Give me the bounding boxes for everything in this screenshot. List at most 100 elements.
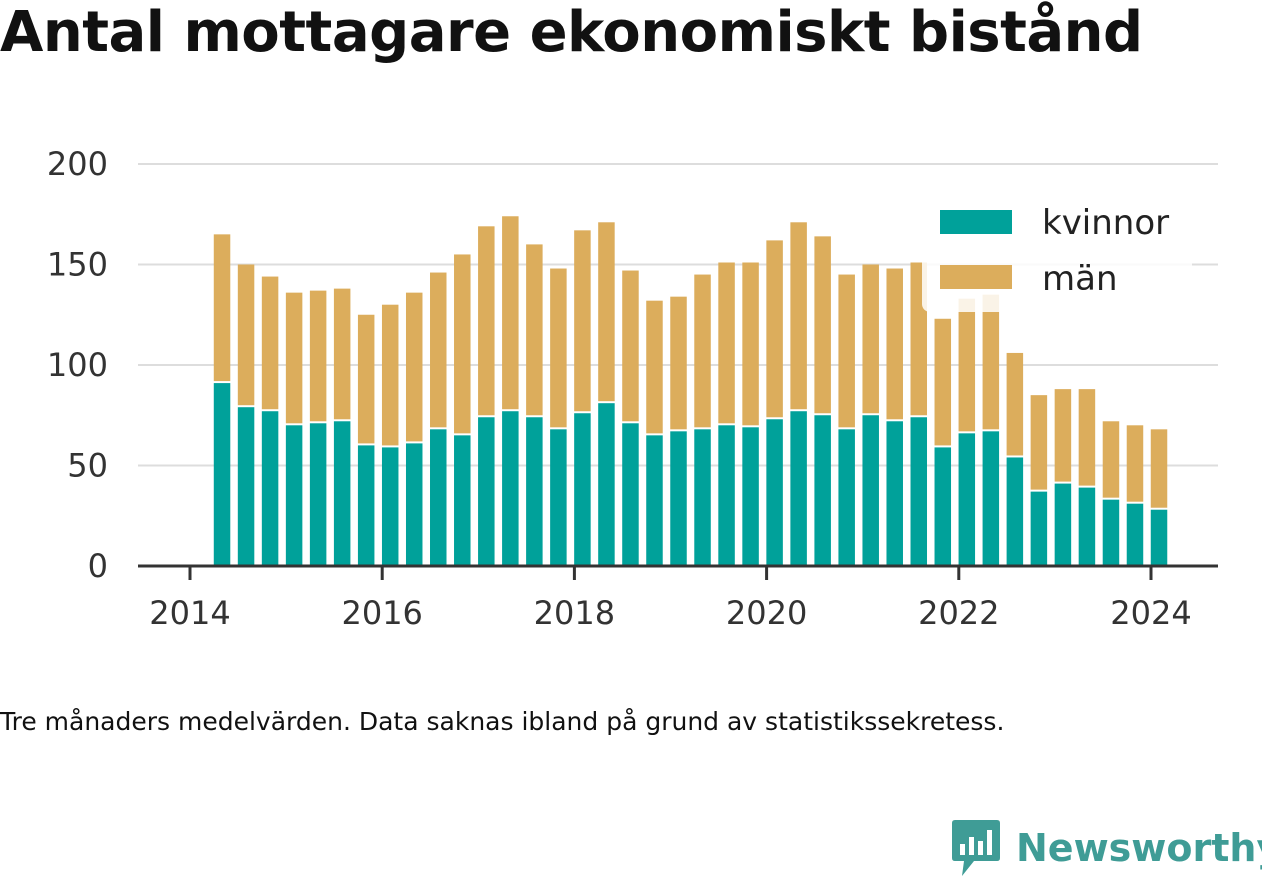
bar-kvinnor-2020-05	[790, 411, 807, 566]
y-axis-tick-labels: 0 50 100 150 200	[47, 145, 108, 585]
bar-man-2015-02	[285, 292, 303, 424]
bar-kvinnor-2023-11	[1126, 503, 1144, 566]
x-tick-label-2022: 2022	[918, 594, 999, 632]
bar-man-2023-08	[1102, 421, 1120, 498]
bar-man-2018-08	[622, 270, 639, 422]
bar-kvinnor-2019-08	[718, 425, 735, 566]
bar-man-2020-11	[838, 274, 855, 428]
y-tick-label-0: 0	[88, 547, 108, 585]
bar-kvinnor-2014-05	[213, 383, 231, 566]
bar-man-2015-11	[357, 314, 375, 444]
bar-kvinnor-2019-11	[742, 427, 759, 566]
bar-man-2017-02	[478, 226, 495, 416]
bar-man-2018-02	[574, 230, 591, 412]
bar-man-2015-08	[333, 288, 351, 420]
bar-man-2016-02	[381, 304, 399, 446]
bar-man-2022-11	[1030, 395, 1048, 490]
bar-kvinnor-2016-08	[430, 429, 447, 566]
bar-kvinnor-2017-05	[502, 411, 519, 566]
bars	[213, 216, 1168, 566]
brand-name: Newsworthy	[1016, 826, 1262, 870]
bar-kvinnor-2016-02	[381, 447, 399, 566]
bar-kvinnor-2018-02	[574, 413, 591, 566]
bar-kvinnor-2017-11	[550, 429, 567, 566]
bar-man-2019-02	[670, 296, 687, 430]
bar-kvinnor-2015-11	[357, 445, 375, 566]
legend: kvinnor män	[922, 190, 1192, 312]
x-tick-label-2018: 2018	[534, 594, 615, 632]
legend-label-kvinnor: kvinnor	[1042, 203, 1169, 243]
bar-kvinnor-2021-08	[910, 417, 928, 566]
y-tick-label-150: 150	[47, 246, 108, 284]
bar-man-2021-05	[886, 268, 903, 420]
bar-man-2016-11	[454, 254, 471, 434]
bar-man-2019-05	[694, 274, 711, 428]
bar-man-2023-05	[1078, 389, 1096, 486]
bar-kvinnor-2020-11	[838, 429, 855, 566]
chart-caption: Tre månaders medelvärden. Data saknas ib…	[0, 707, 1005, 736]
bar-kvinnor-2020-08	[814, 415, 831, 566]
y-tick-label-200: 200	[47, 145, 108, 183]
y-tick-label-100: 100	[47, 346, 108, 384]
bar-man-2022-08	[1006, 352, 1024, 456]
bar-man-2015-05	[309, 290, 327, 422]
bar-man-2021-11	[934, 318, 952, 446]
bar-kvinnor-2020-02	[766, 419, 783, 566]
x-tick-label-2016: 2016	[341, 594, 422, 632]
bar-kvinnor-2015-02	[285, 425, 303, 566]
legend-swatch-kvinnor	[940, 210, 1012, 234]
x-axis-tick-labels: 2014 2016 2018 2020 2022 2024	[149, 594, 1191, 632]
bar-kvinnor-2023-08	[1102, 499, 1120, 566]
bar-kvinnor-2021-05	[886, 421, 903, 566]
bar-kvinnor-2017-08	[526, 417, 543, 566]
bar-man-2020-02	[766, 240, 783, 418]
legend-swatch-man	[940, 265, 1012, 289]
bar-man-2017-08	[526, 244, 543, 416]
bar-kvinnor-2022-08	[1006, 457, 1024, 566]
bar-kvinnor-2019-05	[694, 429, 711, 566]
bar-kvinnor-2023-02	[1054, 483, 1072, 566]
bar-kvinnor-2015-08	[333, 421, 351, 566]
bar-kvinnor-2016-05	[405, 443, 423, 566]
bar-kvinnor-2022-11	[1030, 491, 1048, 566]
bar-man-2014-08	[237, 264, 255, 406]
bar-man-2019-08	[718, 262, 735, 424]
x-tick-label-2024: 2024	[1110, 594, 1191, 632]
bar-man-2017-11	[550, 268, 567, 428]
bar-man-2021-02	[862, 264, 879, 414]
bar-man-2016-05	[405, 292, 423, 442]
newsworthy-logo-icon	[952, 820, 1000, 876]
bar-man-2023-11	[1126, 425, 1144, 502]
bar-kvinnor-2018-05	[598, 403, 615, 566]
bar-man-2018-11	[646, 300, 663, 434]
bar-man-2022-05	[982, 294, 1000, 430]
bar-kvinnor-2014-08	[237, 407, 255, 566]
bar-man-2024-02	[1150, 429, 1168, 508]
x-tick-label-2020: 2020	[726, 594, 807, 632]
bar-man-2016-08	[430, 272, 447, 428]
bar-kvinnor-2022-02	[958, 433, 976, 566]
bar-man-2014-05	[213, 234, 231, 382]
bar-kvinnor-2024-02	[1150, 509, 1168, 566]
bar-kvinnor-2021-11	[934, 447, 952, 566]
x-axis	[138, 564, 1218, 580]
chart-title: Antal mottagare ekonomiskt bistånd	[0, 0, 1143, 65]
bar-kvinnor-2014-11	[261, 411, 279, 566]
bar-kvinnor-2022-05	[982, 431, 1000, 566]
bar-man-2018-05	[598, 222, 615, 402]
x-tick-label-2014: 2014	[149, 594, 230, 632]
bar-man-2020-05	[790, 222, 807, 410]
legend-label-man: män	[1042, 259, 1118, 299]
bar-man-2017-05	[502, 216, 519, 410]
bar-man-2023-02	[1054, 389, 1072, 482]
bar-kvinnor-2021-02	[862, 415, 879, 566]
bar-kvinnor-2016-11	[454, 435, 471, 566]
bar-man-2022-02	[958, 298, 976, 432]
bar-man-2019-11	[742, 262, 759, 426]
brand: Newsworthy	[950, 818, 1262, 878]
bar-kvinnor-2015-05	[309, 423, 327, 566]
bar-kvinnor-2019-02	[670, 431, 687, 566]
bar-kvinnor-2023-05	[1078, 487, 1096, 566]
bar-kvinnor-2017-02	[478, 417, 495, 566]
